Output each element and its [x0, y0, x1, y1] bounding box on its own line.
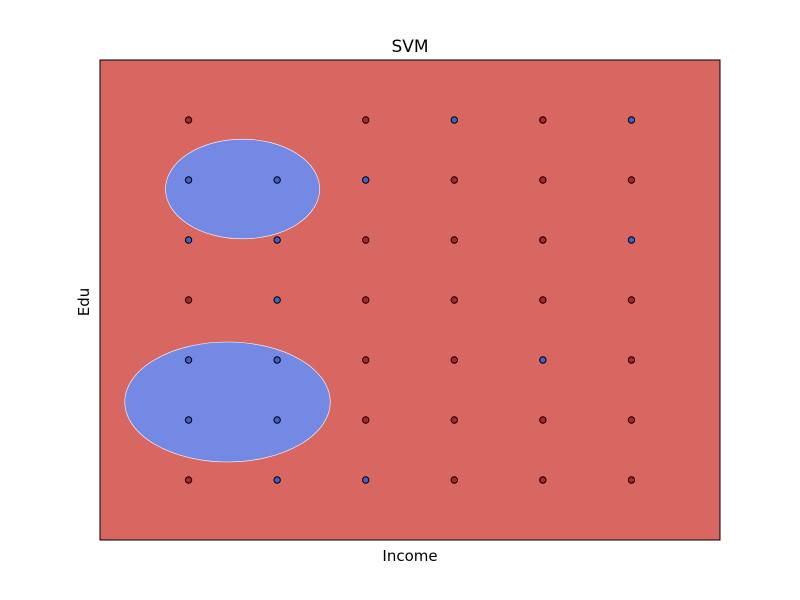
data-point-red — [362, 356, 370, 364]
data-point-red — [627, 296, 636, 304]
data-point-blue — [362, 476, 370, 484]
data-point-blue — [627, 116, 636, 124]
decision-region-blue-2 — [124, 341, 331, 463]
data-point-blue — [273, 236, 281, 244]
data-point-red — [539, 236, 547, 244]
data-point-red — [450, 176, 458, 184]
data-point-blue — [273, 176, 281, 184]
data-point-blue — [539, 356, 547, 364]
data-points — [184, 116, 636, 484]
plot-frame — [99, 59, 721, 541]
data-point-red — [539, 476, 547, 484]
data-point-red — [450, 356, 458, 364]
y-axis-label: Edu — [75, 288, 93, 317]
data-point-red — [362, 116, 370, 124]
data-point-red — [627, 476, 636, 484]
data-point-red — [450, 296, 458, 304]
decision-region-blue-1 — [165, 138, 320, 240]
data-point-blue — [273, 416, 281, 424]
data-point-red — [539, 116, 547, 124]
data-point-blue — [450, 116, 458, 124]
decision-regions — [124, 138, 331, 463]
data-point-red — [539, 416, 547, 424]
chart-title: SVM — [391, 37, 428, 57]
data-point-red — [539, 176, 547, 184]
data-point-red — [627, 176, 636, 184]
data-point-blue — [184, 176, 193, 184]
data-point-red — [627, 416, 636, 424]
data-point-red — [627, 356, 636, 364]
data-point-red — [362, 296, 370, 304]
data-point-blue — [184, 356, 193, 364]
data-point-blue — [273, 476, 281, 484]
data-point-red — [184, 476, 193, 484]
data-point-red — [362, 416, 370, 424]
data-point-red — [450, 236, 458, 244]
data-point-blue — [184, 236, 193, 244]
data-point-blue — [273, 296, 281, 304]
data-point-blue — [627, 236, 636, 244]
data-point-red — [184, 116, 193, 124]
data-point-red — [450, 476, 458, 484]
data-point-blue — [362, 176, 370, 184]
data-point-red — [184, 296, 193, 304]
data-point-red — [450, 416, 458, 424]
x-axis-label: Income — [382, 547, 437, 565]
data-point-red — [539, 296, 547, 304]
plot-background — [100, 60, 720, 540]
data-point-blue — [184, 416, 193, 424]
data-point-blue — [273, 356, 281, 364]
data-point-red — [362, 236, 370, 244]
